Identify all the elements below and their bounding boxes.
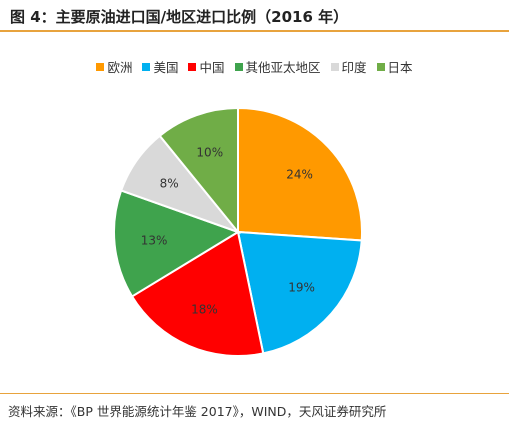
legend-swatch [376,62,385,71]
chart-title: 图 4：主要原油进口国/地区进口比例（2016 年） [10,8,349,26]
legend-item-usa: 美国 [142,57,178,76]
slice-label-europe: 24% [286,167,313,181]
title-divider [0,30,509,32]
footer-divider [0,393,509,394]
legend-label: 美国 [153,60,179,75]
legend-item-other-apac: 其他亚太地区 [234,57,321,76]
slice-label-india: 8% [160,176,179,190]
source-note: 资料来源：《BP 世界能源统计年鉴 2017》，WIND，天风证券研究所 [8,404,387,419]
legend-item-india: 印度 [330,57,367,76]
legend-item-japan: 日本 [376,57,413,76]
legend-swatch [234,62,243,71]
legend: 欧洲 美国 中国 其他亚太地区 印度 日本 [0,57,509,76]
legend-swatch [188,62,197,71]
pie-slice-other-apac [113,189,241,298]
legend-swatch [96,62,105,71]
slice-label-other-apac: 13% [141,234,168,248]
pie-slice-china [130,230,265,357]
legend-item-china: 中国 [188,57,225,76]
legend-swatch [142,62,151,71]
legend-item-europe: 欧洲 [96,57,132,76]
legend-label: 其他亚太地区 [245,60,321,75]
slice-label-usa: 19% [288,280,315,294]
legend-label: 中国 [199,60,225,75]
legend-swatch [330,62,339,71]
legend-label: 印度 [341,60,367,75]
legend-label: 日本 [387,60,413,75]
pie-slice-usa [236,230,363,355]
slice-label-japan: 10% [196,146,223,160]
legend-label: 欧洲 [107,60,133,75]
pie-slice-japan [158,106,239,235]
pie-slice-europe [237,106,363,242]
slice-label-china: 18% [191,302,218,316]
